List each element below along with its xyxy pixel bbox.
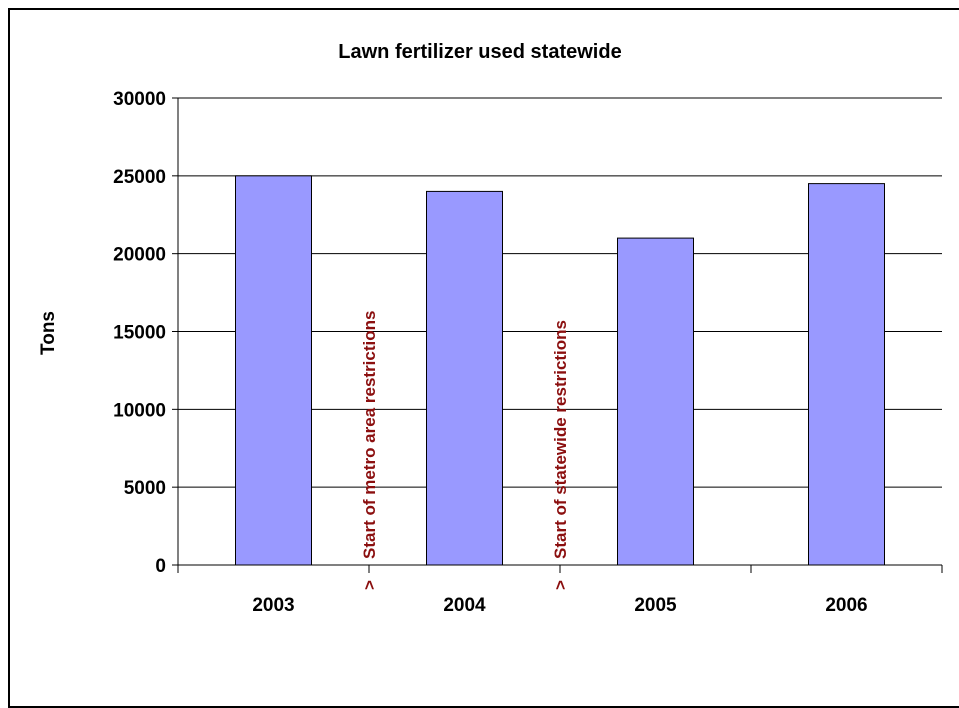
annotation-label: Start of metro area restrictions bbox=[360, 311, 379, 559]
bars bbox=[235, 175, 885, 566]
y-tick-label: 15000 bbox=[113, 323, 166, 344]
x-tick-labels: 2003 2004 2005 2006 bbox=[252, 595, 867, 616]
y-tick-label: 25000 bbox=[113, 167, 166, 188]
y-tick-label: 5000 bbox=[124, 478, 166, 499]
annotation-marker: > bbox=[551, 580, 570, 590]
x-tick-label: 2003 bbox=[252, 595, 294, 616]
y-tick-label: 0 bbox=[155, 556, 166, 577]
chart-title: Lawn fertilizer used statewide bbox=[338, 41, 621, 63]
x-tick-label: 2005 bbox=[634, 595, 677, 616]
y-tick-label: 20000 bbox=[113, 245, 166, 266]
axes bbox=[172, 97, 943, 573]
bar-2003 bbox=[235, 175, 312, 566]
bar-chart: Lawn fertilizer used statewide Tons 0 500… bbox=[38, 41, 943, 616]
y-tick-label: 10000 bbox=[113, 400, 166, 421]
y-tick-labels: 0 5000 10000 15000 20000 25000 30000 bbox=[113, 89, 166, 577]
bar-2006 bbox=[808, 183, 885, 566]
bar-2005 bbox=[617, 237, 694, 566]
x-tick-label: 2004 bbox=[443, 595, 486, 616]
annotation-marker: > bbox=[360, 580, 379, 590]
bar-2004 bbox=[426, 190, 503, 566]
x-tick-label: 2006 bbox=[825, 595, 867, 616]
y-tick-label: 30000 bbox=[113, 89, 166, 110]
annotations: Start of metro area restrictions > Start o… bbox=[360, 311, 570, 590]
annotation-label: Start of statewide restrictions bbox=[551, 320, 570, 559]
y-axis-label: Tons bbox=[38, 311, 59, 355]
